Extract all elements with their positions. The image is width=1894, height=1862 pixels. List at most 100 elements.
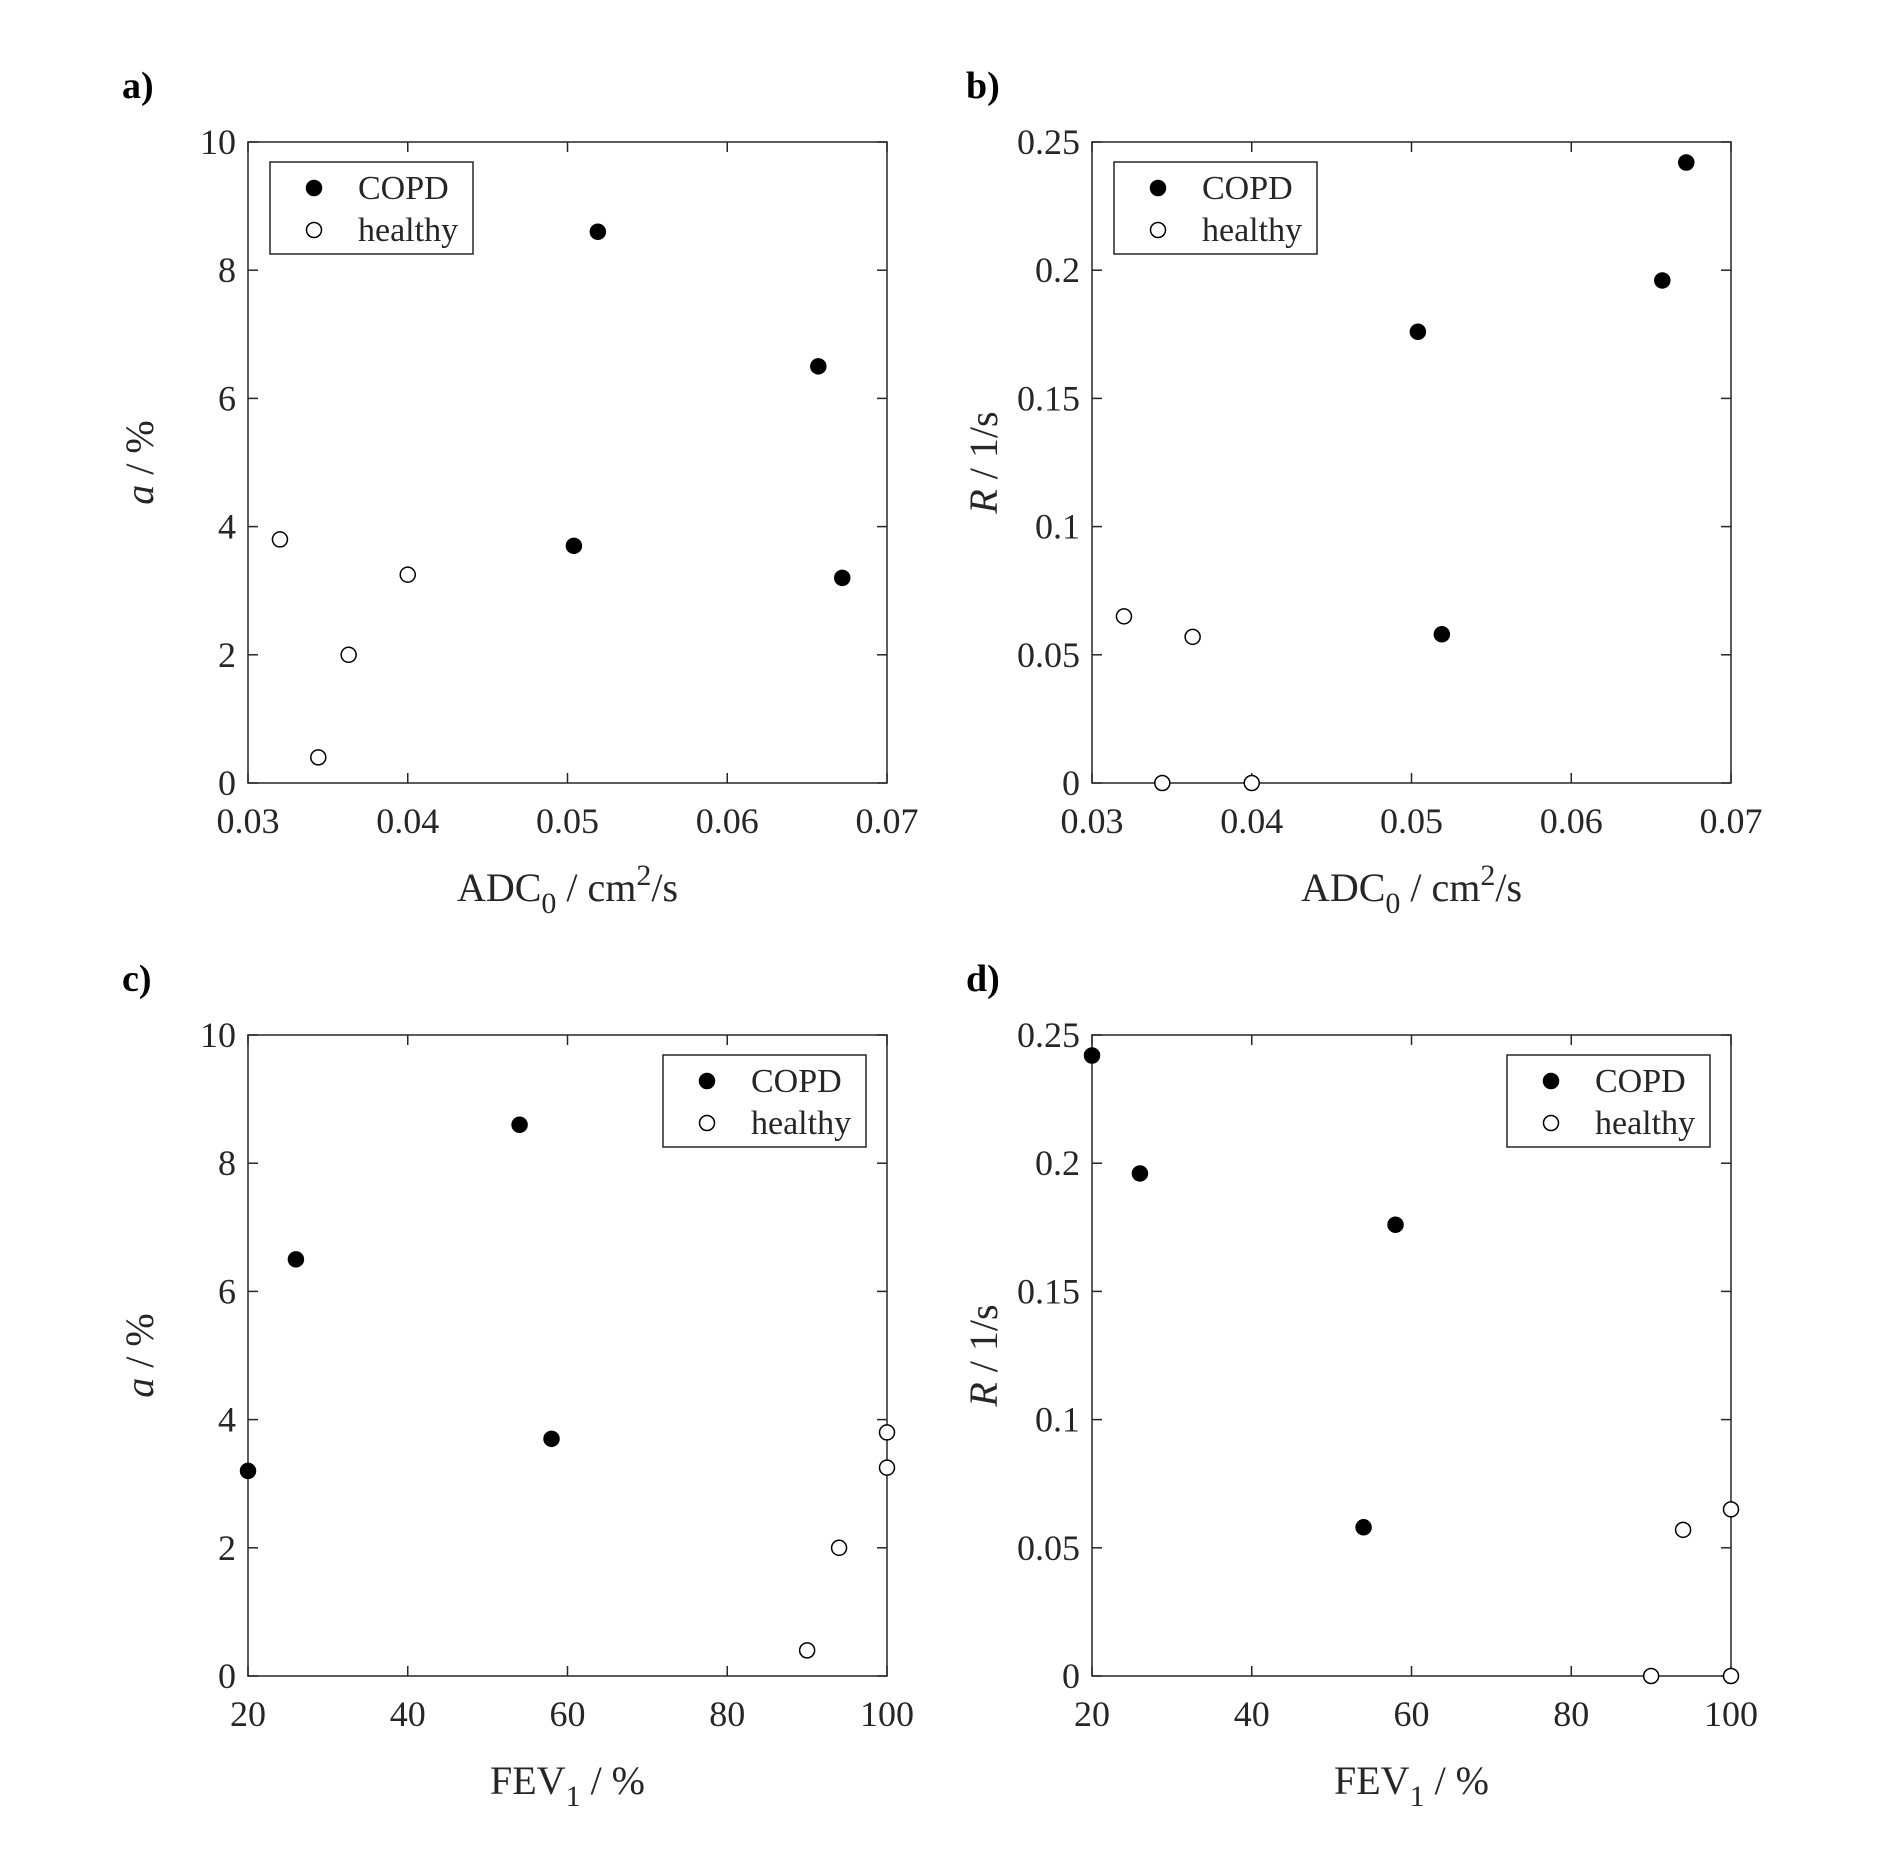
- y-tick-label: 0.15: [1017, 1271, 1080, 1311]
- data-point: [1678, 154, 1695, 171]
- legend-marker: [1149, 179, 1167, 197]
- x-tick-label: 100: [860, 1694, 914, 1734]
- y-tick-label: 0: [1062, 763, 1080, 803]
- data-point: [271, 531, 289, 548]
- y-tick-label: 0.05: [1017, 1528, 1080, 1568]
- x-tick-label: 0.03: [1061, 801, 1124, 841]
- data-point: [1409, 323, 1427, 340]
- data-point: [878, 1459, 896, 1476]
- label-part: ADC: [1301, 865, 1385, 910]
- legend-box: [662, 1054, 867, 1148]
- legend-marker: [698, 1072, 716, 1090]
- legend-label: COPD: [1202, 170, 1293, 207]
- x-tick-label: 80: [709, 1694, 745, 1734]
- data-point: [1243, 774, 1260, 792]
- legend-marker: [305, 221, 323, 239]
- label-part: a: [117, 1378, 162, 1398]
- panel-label: d): [966, 958, 1000, 1000]
- label-part: FEV: [1334, 1758, 1410, 1803]
- legend-label: healthy: [751, 1105, 851, 1142]
- y-tick-label: 0: [1062, 1656, 1080, 1696]
- y-axis-label: a / %: [117, 420, 162, 504]
- data-point: [589, 223, 607, 240]
- y-tick-label: 0: [218, 1656, 236, 1696]
- legend-label: COPD: [1595, 1063, 1686, 1100]
- data-point: [1433, 626, 1451, 643]
- legend-label: healthy: [358, 212, 458, 249]
- panel-label: a): [122, 65, 154, 107]
- data-point: [1674, 1521, 1692, 1539]
- y-tick-label: 0.1: [1035, 1400, 1080, 1440]
- data-point: [798, 1642, 816, 1659]
- x-axis-label: FEV1 / %: [1334, 1758, 1489, 1813]
- y-tick-label: 6: [218, 1271, 236, 1311]
- x-tick-label: 0.07: [1700, 801, 1763, 841]
- data-point: [1184, 628, 1201, 646]
- y-tick-label: 0.2: [1035, 1143, 1080, 1183]
- label-part: / %: [117, 420, 162, 484]
- panel-label: c): [122, 958, 152, 1000]
- x-tick-label: 100: [1704, 1694, 1758, 1734]
- label-part: / %: [1425, 1758, 1489, 1803]
- y-tick-label: 6: [218, 378, 236, 418]
- y-axis-label: a / %: [117, 1313, 162, 1397]
- x-tick-label: 0.04: [1220, 801, 1283, 841]
- x-tick-label: 40: [1234, 1694, 1270, 1734]
- label-part: / %: [581, 1758, 645, 1803]
- label-part: / 1/s: [961, 411, 1006, 489]
- x-tick-label: 0.03: [217, 801, 280, 841]
- label-part: FEV: [490, 1758, 566, 1803]
- x-tick-label: 0.06: [696, 801, 759, 841]
- legend-marker: [1542, 1072, 1560, 1090]
- data-point: [1654, 272, 1671, 289]
- y-tick-label: 8: [218, 250, 236, 290]
- x-tick-label: 20: [230, 1694, 266, 1734]
- data-point: [310, 749, 327, 766]
- data-point: [340, 646, 357, 664]
- y-tick-label: 0.2: [1035, 250, 1080, 290]
- data-point: [834, 569, 851, 587]
- data-point: [1083, 1047, 1101, 1064]
- data-point: [1115, 608, 1133, 625]
- y-tick-label: 10: [200, 122, 236, 162]
- y-tick-label: 2: [218, 1528, 236, 1568]
- legend-box: [1113, 161, 1318, 255]
- data-point: [511, 1116, 528, 1133]
- label-part: ADC: [457, 865, 541, 910]
- label-part: R: [961, 1382, 1006, 1407]
- label-part: R: [961, 489, 1006, 514]
- data-point: [1355, 1519, 1372, 1536]
- panel-label: b): [966, 65, 1000, 107]
- label-part: /s: [651, 865, 678, 910]
- legend-box: [269, 161, 474, 255]
- x-tick-label: 20: [1074, 1694, 1110, 1734]
- y-tick-label: 0.25: [1017, 1015, 1080, 1055]
- y-tick-label: 4: [218, 507, 236, 547]
- x-axis-label: FEV1 / %: [490, 1758, 645, 1813]
- legend-label: healthy: [1202, 212, 1302, 249]
- legend-marker: [1542, 1114, 1560, 1132]
- data-point: [399, 566, 416, 583]
- label-part: / %: [117, 1313, 162, 1377]
- legend-marker: [305, 179, 323, 197]
- x-tick-label: 0.05: [1380, 801, 1443, 841]
- data-point: [239, 1462, 257, 1480]
- x-tick-label: 0.06: [1540, 801, 1603, 841]
- label-part: 2: [1480, 859, 1495, 892]
- label-part: 0: [1385, 887, 1400, 920]
- x-tick-label: 0.04: [376, 801, 439, 841]
- data-point: [543, 1430, 560, 1448]
- y-tick-label: 2: [218, 635, 236, 675]
- legend-marker: [1149, 221, 1167, 239]
- y-tick-label: 0.1: [1035, 507, 1080, 547]
- legend-label: COPD: [751, 1063, 842, 1100]
- data-point: [810, 358, 827, 375]
- y-tick-label: 0.25: [1017, 122, 1080, 162]
- label-part: 2: [636, 859, 651, 892]
- y-axis-label: R / 1/s: [961, 1304, 1006, 1407]
- y-tick-label: 4: [218, 1400, 236, 1440]
- legend-label: COPD: [358, 170, 449, 207]
- data-point: [1154, 774, 1171, 792]
- label-part: a: [117, 485, 162, 505]
